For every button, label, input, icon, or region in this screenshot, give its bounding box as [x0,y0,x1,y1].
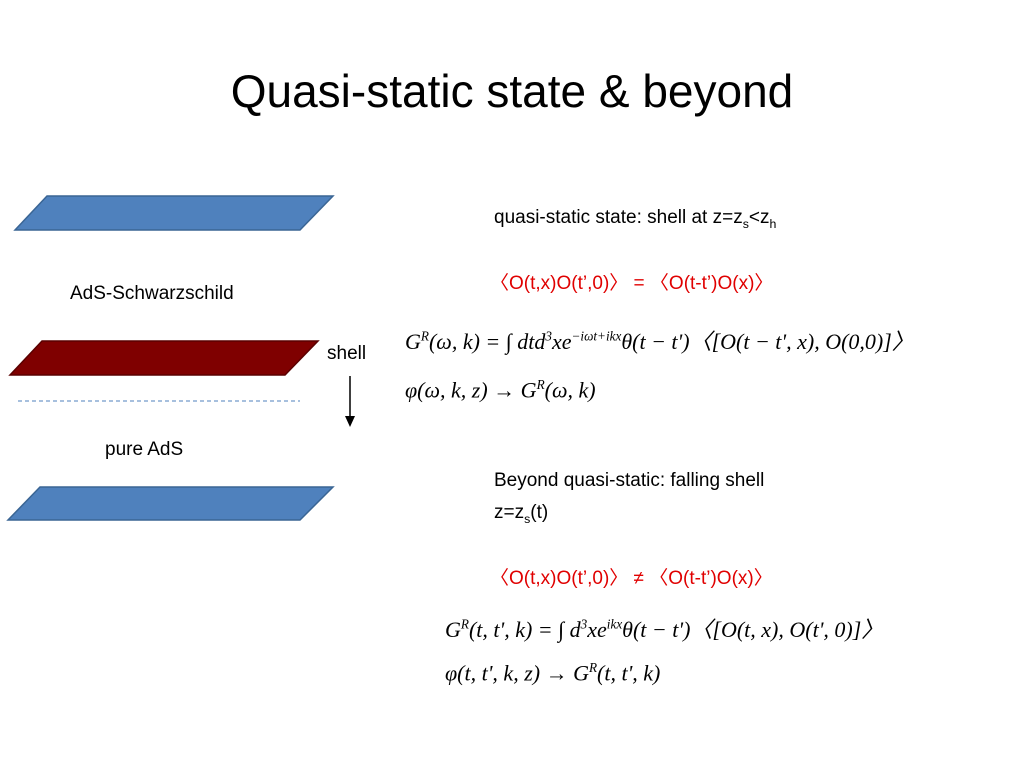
text-part: θ(t − t')〈[O(t, x), O(t', 0)]〉 [622,617,884,642]
text-part: <z [748,207,770,228]
slide-title: Quasi-static state & beyond [230,65,794,117]
text-part: (t, t', k) [597,660,661,686]
equation: φ(t, t', k, z) → GR(t, t', k) [445,660,660,686]
text-part: (ω, k) = ∫ dtd [428,329,546,354]
shell-plane [8,340,320,376]
shell-label: shell [327,343,367,364]
text-part: z=z [494,502,525,523]
text-part: xe [587,617,607,642]
text-part: φ(t, t', k, z) → G [445,660,589,686]
section-heading: Beyond quasi-static: falling shell [494,470,764,492]
equation: φ(ω, k, z) → GR(ω, k) [405,377,596,403]
horizon-plane [13,195,335,231]
text-part: (t) [530,502,549,523]
equation: GR(ω, k) = ∫ dtd3xe−iωt+ikxθ(t − t')〈[O(… [405,324,914,356]
text-part: (ω, k) [544,377,596,403]
text-part: s [742,216,749,231]
relation: 〈O(t,x)O(t’,0)〉 = 〈O(t-t’)O(x)〉 [490,273,774,294]
text-part: φ(ω, k, z) → G [405,377,537,403]
text-part: R [460,616,469,632]
text-part: R [420,328,429,344]
text-part: s [524,511,531,526]
text-part: R [536,377,545,392]
text-part: ikx [606,616,623,632]
section-heading: quasi-static state: shell at z=zs<zh [494,207,776,231]
text-part: h [769,216,777,231]
relation: 〈O(t,x)O(t’,0)〉 ≠ 〈O(t-t’)O(x)〉 [490,568,773,589]
text-part: (t, t', k) = ∫ d [468,617,581,642]
arrow-head [345,416,355,427]
text-part: θ(t − t')〈[O(t − t', x), O(0,0)]〉 [621,329,914,354]
equation: GR(t, t', k) = ∫ d3xeikxθ(t − t')〈[O(t, … [445,612,883,644]
bottom-label: pure AdS [105,439,184,460]
text-part: Beyond quasi-static: falling shell [494,470,765,491]
text-part: R [588,660,598,675]
text-part: G [445,617,461,642]
top-label: AdS-Schwarzschild [70,283,234,304]
diagram [6,195,355,521]
text-part: quasi-static state: shell at z=z [494,207,743,228]
text-part: −iωt+ikx [571,328,622,344]
text-part: 3 [580,616,588,632]
text-part: G [405,329,421,354]
boundary-plane [6,486,335,521]
text-part: 3 [545,328,552,344]
section-heading: z=zs(t) [494,502,548,526]
text-part: xe [551,329,572,354]
